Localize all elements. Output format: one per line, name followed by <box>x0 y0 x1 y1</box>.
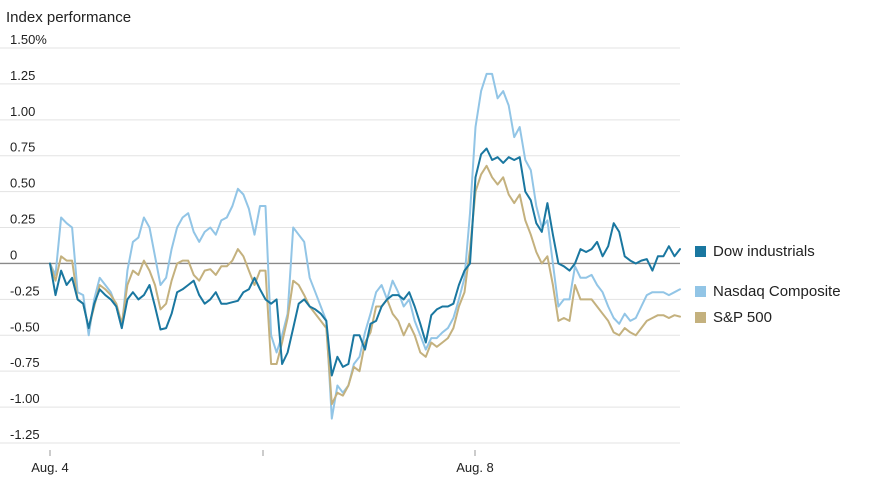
x-tick-label: Aug. 8 <box>456 460 494 475</box>
y-tick-label: 0 <box>10 247 17 262</box>
legend-label-nasdaq-composite: Nasdaq Composite <box>713 283 841 300</box>
grid-lines <box>0 47 680 444</box>
y-tick-label: 0.75 <box>10 140 35 155</box>
y-tick-label: 1.25 <box>10 68 35 83</box>
series-line-nasdaq-composite <box>49 72 681 420</box>
chart-title: Index performance <box>6 9 131 26</box>
y-tick-label: 1.00 <box>10 104 35 119</box>
y-tick-label: 0.50 <box>10 176 35 191</box>
series-lines <box>49 72 681 420</box>
legend-swatch-s-p-500 <box>695 312 706 323</box>
legend: Dow industrials Nasdaq Composite S&P 500 <box>695 243 841 326</box>
y-tick-label: -0.25 <box>10 283 40 298</box>
legend-label-s-p-500: S&P 500 <box>713 309 772 326</box>
legend-label-dow-industrials: Dow industrials <box>713 243 815 260</box>
y-tick-label: -1.00 <box>10 391 40 406</box>
y-tick-label: 0.25 <box>10 212 35 227</box>
legend-swatch-nasdaq-composite <box>695 286 706 297</box>
y-tick-label: -1.25 <box>10 427 40 442</box>
x-tick-label: Aug. 4 <box>31 460 69 475</box>
series-line-s-p-500 <box>49 164 681 406</box>
y-tick-label: -0.50 <box>10 319 40 334</box>
series-line-dow-industrials <box>49 147 681 377</box>
y-axis-ticks: 1.50% 1.25 1.00 0.75 0.50 0.25 0 -0.25 -0.50 -0.7… <box>10 32 47 442</box>
x-axis-ticks: Aug. 4 Aug. 8 <box>31 450 494 475</box>
y-tick-label: 1.50% <box>10 32 47 47</box>
y-tick-label: -0.75 <box>10 355 40 370</box>
legend-swatch-dow-industrials <box>695 246 706 257</box>
